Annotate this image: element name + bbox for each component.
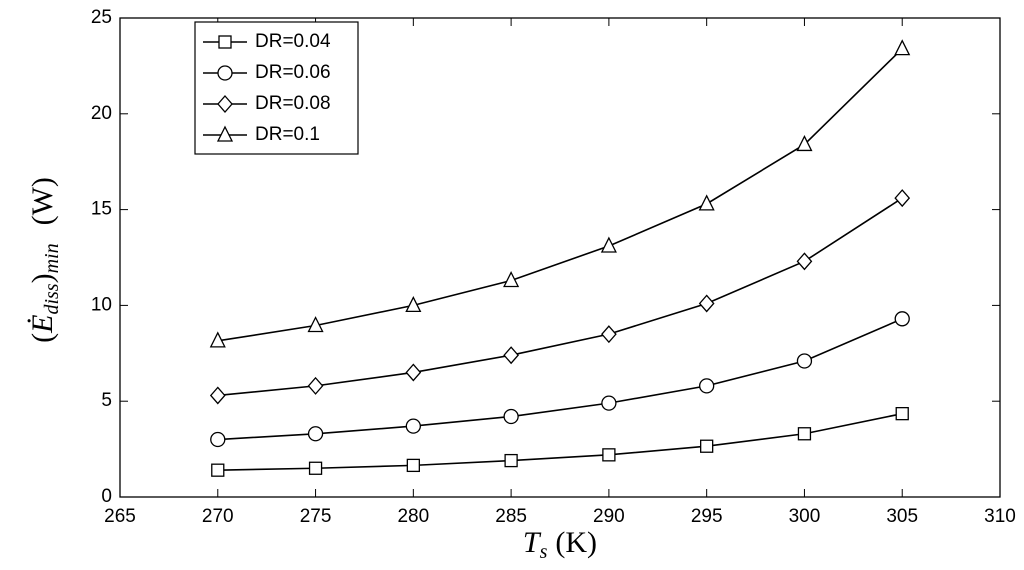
marker bbox=[503, 408, 519, 425]
series-line bbox=[217, 318, 903, 441]
marker bbox=[209, 331, 226, 348]
marker bbox=[698, 194, 715, 211]
legend-marker bbox=[217, 65, 233, 81]
marker bbox=[503, 346, 519, 365]
y-label-subscript: diss bbox=[41, 283, 63, 314]
marker bbox=[895, 407, 909, 421]
marker bbox=[405, 418, 421, 434]
legend-label: DR=0.06 bbox=[255, 62, 331, 83]
y-label-paren: ( bbox=[26, 333, 59, 343]
marker bbox=[209, 386, 226, 405]
series-line bbox=[217, 412, 903, 471]
x-tick-label: 270 bbox=[202, 506, 234, 527]
marker bbox=[894, 311, 910, 327]
marker bbox=[601, 325, 617, 344]
y-label-unit: (W) bbox=[26, 177, 59, 225]
marker bbox=[796, 353, 813, 369]
marker bbox=[210, 431, 226, 448]
series-line bbox=[217, 48, 903, 342]
x-axis-label: Ts (K) bbox=[523, 526, 597, 563]
plot-frame bbox=[119, 17, 1001, 498]
y-axis-label: (Ėdiss)min (W) bbox=[26, 177, 63, 343]
x-tick-label: 280 bbox=[397, 506, 429, 527]
legend-label: DR=0.1 bbox=[255, 124, 320, 145]
y-tick-label: 10 bbox=[91, 294, 112, 315]
marker bbox=[894, 189, 911, 208]
marker bbox=[602, 448, 616, 462]
y-label-subscript: min bbox=[41, 243, 63, 273]
x-tick-label: 295 bbox=[691, 506, 723, 527]
legend-label: DR=0.08 bbox=[255, 93, 331, 114]
marker bbox=[600, 236, 617, 253]
x-label-subscript: s bbox=[540, 541, 548, 563]
legend-label: DR=0.04 bbox=[255, 31, 331, 52]
x-label-symbol: T bbox=[523, 526, 542, 559]
marker bbox=[504, 453, 518, 468]
marker bbox=[405, 295, 422, 313]
marker bbox=[796, 252, 813, 271]
marker bbox=[503, 271, 520, 288]
marker bbox=[698, 294, 715, 313]
x-tick-label: 305 bbox=[886, 506, 918, 527]
y-tick-label: 15 bbox=[91, 199, 112, 220]
x-tick-label: 310 bbox=[984, 506, 1016, 527]
y-tick-label: 20 bbox=[91, 103, 112, 124]
marker bbox=[406, 458, 420, 473]
marker bbox=[308, 461, 323, 475]
marker bbox=[307, 376, 324, 395]
y-tick-label: 25 bbox=[91, 7, 112, 28]
legend-marker bbox=[217, 95, 233, 113]
y-tick-label: 0 bbox=[101, 486, 112, 507]
x-tick-label: 290 bbox=[593, 506, 625, 527]
marker bbox=[405, 363, 422, 382]
legend-marker bbox=[216, 125, 234, 142]
marker bbox=[894, 39, 911, 56]
marker bbox=[601, 395, 617, 411]
legend-marker bbox=[218, 35, 232, 49]
y-label-symbol: Ė bbox=[26, 315, 59, 334]
y-label-paren: ) bbox=[26, 273, 59, 283]
marker bbox=[796, 135, 813, 152]
x-tick-label: 265 bbox=[104, 506, 136, 527]
y-tick-label: 5 bbox=[101, 390, 112, 411]
x-tick-label: 275 bbox=[300, 506, 332, 527]
marker bbox=[797, 427, 812, 441]
marker bbox=[307, 316, 324, 333]
marker bbox=[307, 426, 324, 442]
marker bbox=[699, 378, 715, 394]
marker bbox=[211, 463, 225, 477]
x-label-unit: (K) bbox=[555, 526, 597, 559]
x-tick-label: 285 bbox=[495, 506, 527, 527]
x-tick-label: 300 bbox=[789, 506, 821, 527]
series-line bbox=[217, 197, 903, 397]
marker bbox=[700, 439, 714, 453]
